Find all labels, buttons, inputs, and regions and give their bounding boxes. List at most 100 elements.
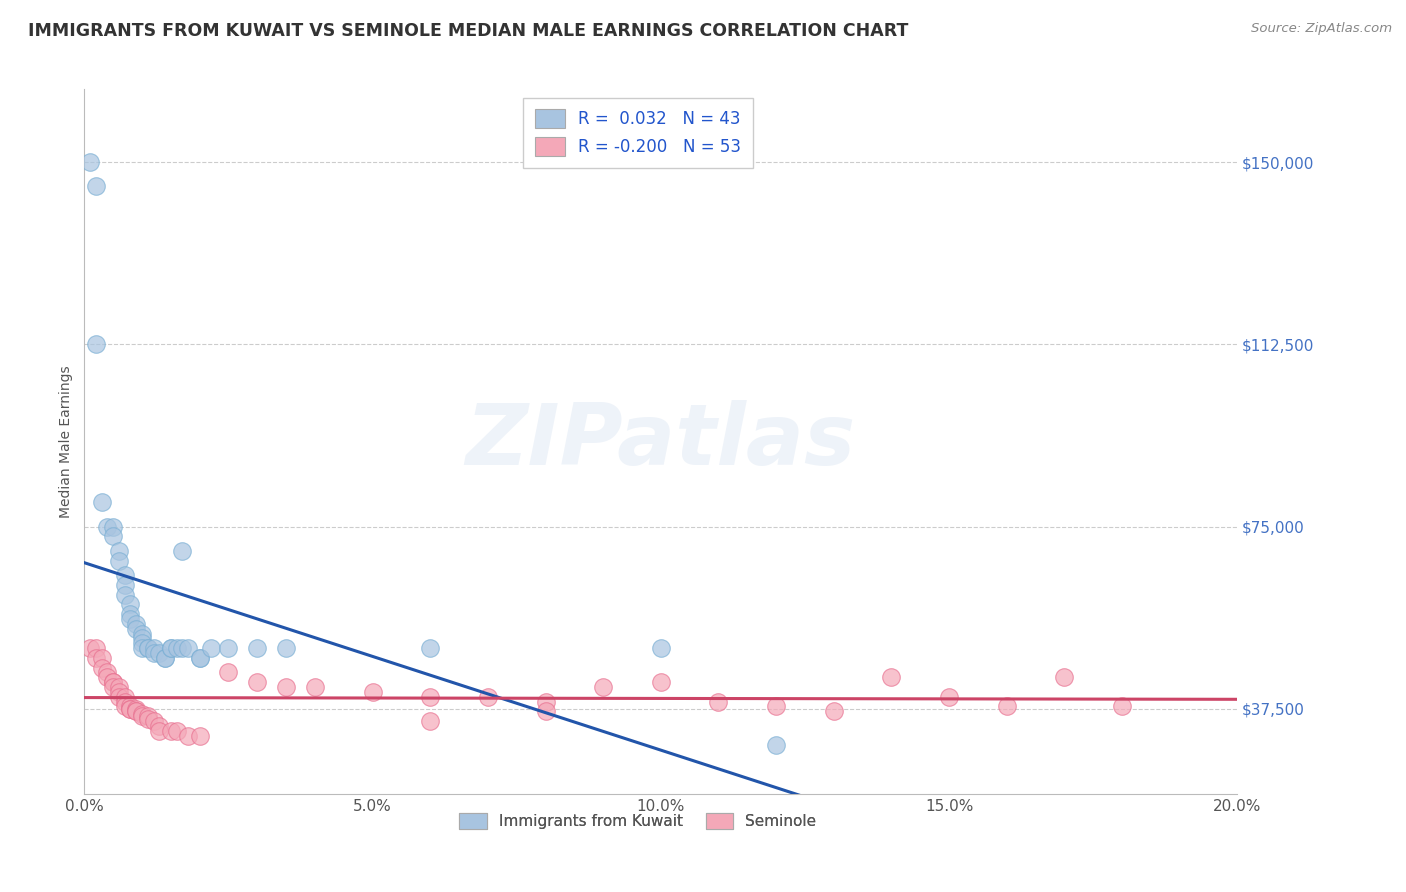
Point bbox=[84, 650, 107, 665]
Point bbox=[246, 641, 269, 656]
Point bbox=[765, 699, 787, 714]
Point bbox=[114, 694, 136, 708]
Point bbox=[114, 578, 136, 592]
Point bbox=[120, 702, 142, 716]
Point bbox=[534, 694, 557, 708]
Point bbox=[108, 690, 131, 704]
Point bbox=[707, 694, 730, 708]
Point bbox=[276, 680, 298, 694]
Point bbox=[125, 704, 148, 718]
Point bbox=[79, 155, 101, 169]
Point bbox=[120, 612, 142, 626]
Point bbox=[276, 641, 298, 656]
Point bbox=[177, 729, 200, 743]
Point bbox=[304, 680, 326, 694]
Point bbox=[592, 680, 614, 694]
Point bbox=[108, 544, 131, 558]
Point bbox=[172, 641, 194, 656]
Point bbox=[114, 588, 136, 602]
Point bbox=[120, 607, 142, 621]
Point bbox=[166, 723, 188, 738]
Point bbox=[218, 641, 240, 656]
Point bbox=[200, 641, 222, 656]
Point bbox=[148, 646, 170, 660]
Point bbox=[823, 704, 845, 718]
Point bbox=[534, 704, 557, 718]
Point bbox=[142, 714, 165, 728]
Text: ZIPatlas: ZIPatlas bbox=[465, 400, 856, 483]
Point bbox=[96, 670, 118, 684]
Point bbox=[419, 714, 441, 728]
Point bbox=[650, 641, 672, 656]
Point bbox=[90, 495, 112, 509]
Point bbox=[995, 699, 1018, 714]
Point bbox=[114, 690, 136, 704]
Point bbox=[148, 723, 170, 738]
Legend: Immigrants from Kuwait, Seminole: Immigrants from Kuwait, Seminole bbox=[453, 807, 823, 836]
Point bbox=[103, 680, 124, 694]
Point bbox=[765, 739, 787, 753]
Point bbox=[136, 641, 159, 656]
Point bbox=[131, 632, 153, 646]
Point bbox=[148, 719, 170, 733]
Point bbox=[160, 641, 183, 656]
Point bbox=[108, 685, 131, 699]
Point bbox=[125, 704, 148, 718]
Point bbox=[188, 729, 211, 743]
Point bbox=[96, 665, 118, 680]
Point bbox=[79, 641, 101, 656]
Point bbox=[172, 544, 194, 558]
Point bbox=[650, 675, 672, 690]
Point bbox=[125, 616, 148, 631]
Point bbox=[136, 709, 159, 723]
Point bbox=[131, 641, 153, 656]
Point bbox=[84, 337, 107, 351]
Point bbox=[880, 670, 903, 684]
Point bbox=[136, 712, 159, 726]
Point bbox=[166, 641, 188, 656]
Point bbox=[142, 641, 165, 656]
Point bbox=[90, 660, 112, 674]
Point bbox=[131, 706, 153, 721]
Point bbox=[142, 646, 165, 660]
Point bbox=[108, 680, 131, 694]
Point bbox=[419, 690, 441, 704]
Point bbox=[136, 641, 159, 656]
Point bbox=[103, 675, 124, 690]
Point bbox=[131, 709, 153, 723]
Y-axis label: Median Male Earnings: Median Male Earnings bbox=[59, 365, 73, 518]
Point bbox=[938, 690, 960, 704]
Point bbox=[108, 553, 131, 567]
Point bbox=[84, 641, 107, 656]
Text: Source: ZipAtlas.com: Source: ZipAtlas.com bbox=[1251, 22, 1392, 36]
Point bbox=[1111, 699, 1133, 714]
Point bbox=[188, 650, 211, 665]
Point bbox=[90, 650, 112, 665]
Point bbox=[361, 685, 384, 699]
Point bbox=[120, 598, 142, 612]
Point bbox=[160, 723, 183, 738]
Point bbox=[84, 179, 107, 194]
Point bbox=[131, 626, 153, 640]
Point bbox=[103, 675, 124, 690]
Point bbox=[153, 650, 176, 665]
Point bbox=[177, 641, 200, 656]
Point bbox=[188, 650, 211, 665]
Point bbox=[120, 699, 142, 714]
Point bbox=[419, 641, 441, 656]
Point bbox=[131, 636, 153, 650]
Point bbox=[125, 702, 148, 716]
Point bbox=[160, 641, 183, 656]
Text: IMMIGRANTS FROM KUWAIT VS SEMINOLE MEDIAN MALE EARNINGS CORRELATION CHART: IMMIGRANTS FROM KUWAIT VS SEMINOLE MEDIA… bbox=[28, 22, 908, 40]
Point bbox=[96, 519, 118, 533]
Point bbox=[1053, 670, 1076, 684]
Point bbox=[125, 622, 148, 636]
Point bbox=[246, 675, 269, 690]
Point bbox=[114, 699, 136, 714]
Point bbox=[120, 702, 142, 716]
Point bbox=[218, 665, 240, 680]
Point bbox=[103, 529, 124, 543]
Point bbox=[103, 519, 124, 533]
Point bbox=[153, 650, 176, 665]
Point bbox=[114, 568, 136, 582]
